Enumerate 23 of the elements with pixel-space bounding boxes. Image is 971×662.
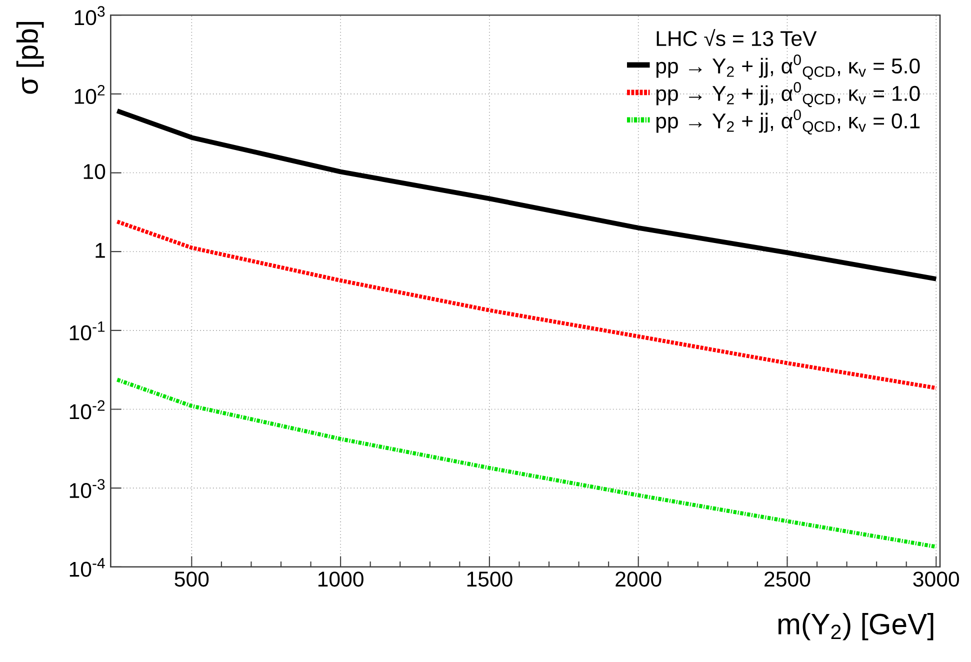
x-tick-label: 1500 xyxy=(467,572,512,587)
legend-label: pp → Y$_{2}$ + jj, α$^{0}$$_{QCD}$, κ$_{v}$ = 5.0 xyxy=(656,54,920,80)
x-tick-label: 3000 xyxy=(913,572,960,587)
y-tick-label: 10$^{2}$ xyxy=(74,84,105,104)
x-tick-label: 500 xyxy=(174,572,209,587)
x-tick-label: 2000 xyxy=(616,572,662,587)
y-tick-label: 10 xyxy=(84,164,106,180)
y-tick-label: 10$^{-3}$ xyxy=(70,478,105,498)
line-series xyxy=(114,108,939,282)
legend-title: LHC √s = 13 TeV xyxy=(656,28,817,46)
x-tick-label: 1000 xyxy=(318,572,364,587)
y-tick-label: 10$^{-2}$ xyxy=(70,400,105,420)
x-axis-title: m(Y$_{2}$) [GeV] xyxy=(778,612,934,640)
x-tick-label: 2500 xyxy=(764,572,810,587)
y-tick-label: 10$^{-4}$ xyxy=(70,558,105,577)
line-series xyxy=(115,220,938,390)
legend-label: pp → Y$_{2}$ + jj, α$^{0}$$_{QCD}$, κ$_{v}$ = 1.0 xyxy=(656,82,920,107)
y-tick-label: 10$^{3}$ xyxy=(74,6,105,26)
line-series xyxy=(115,378,938,549)
legend-label: pp → Y$_{2}$ + jj, α$^{0}$$_{QCD}$, κ$_{v}$ = 0.1 xyxy=(656,109,920,134)
y-axis-title: σ [pb] xyxy=(16,22,44,94)
y-tick-label: 1 xyxy=(96,242,105,258)
y-tick-label: 10$^{-1}$ xyxy=(70,321,105,340)
